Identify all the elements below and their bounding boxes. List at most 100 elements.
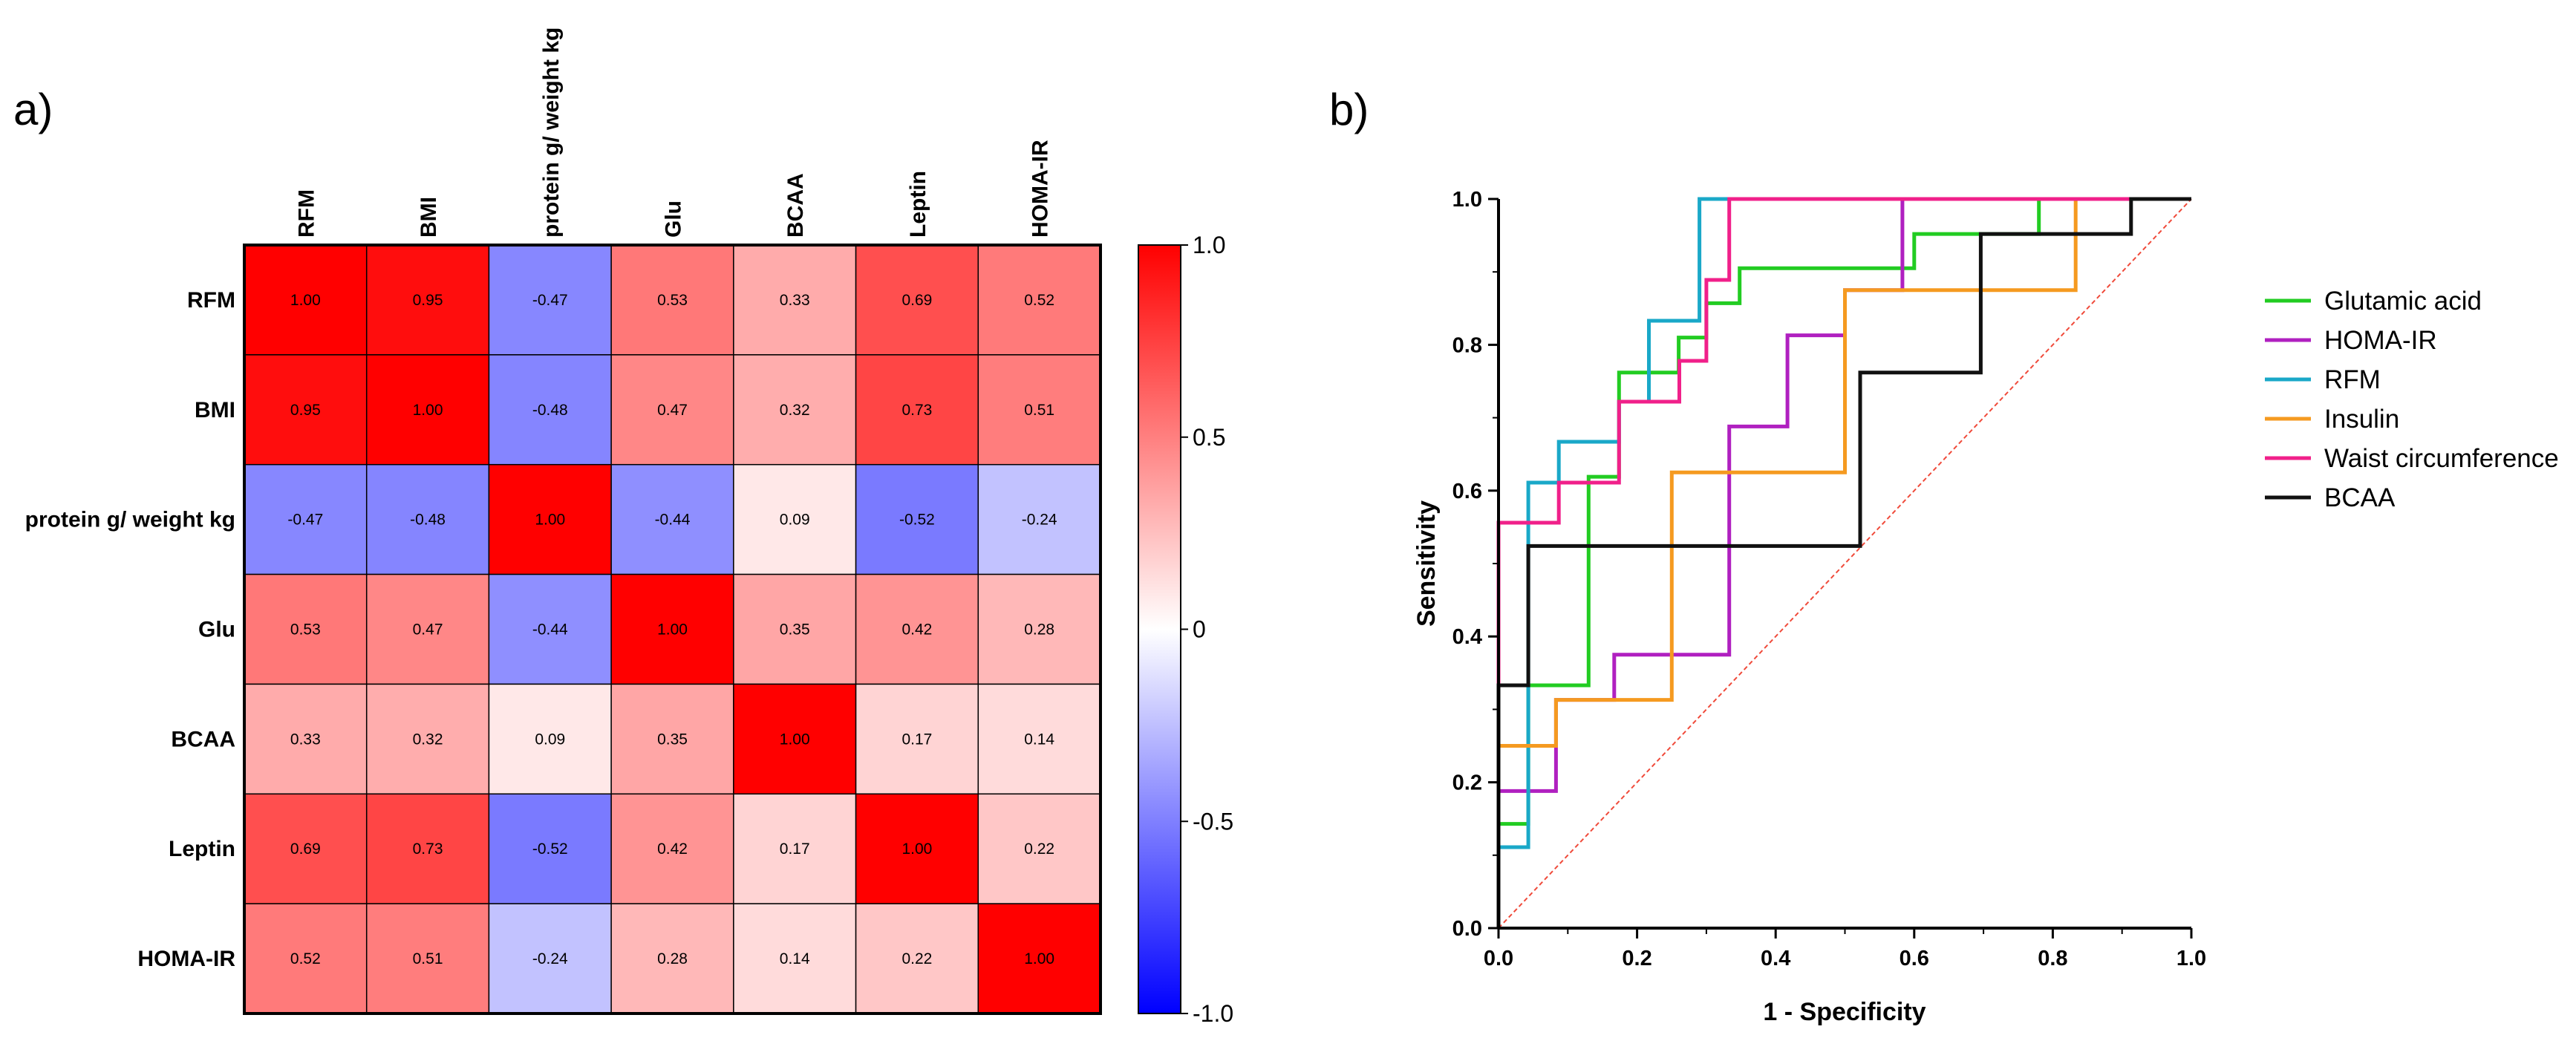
heatmap-cell [733,463,857,575]
heatmap-row-labels: RFM BMI protein g/ weight kg Glu BCAA Leptin H… [25,288,236,971]
heatmap-cell-value: 1.00 [657,621,688,639]
heatmap-cell-value: 0.33 [290,731,321,748]
roc-y-axis-title: Sensitivity [1412,500,1441,627]
heatmap-cell-value: 0.53 [657,292,688,309]
heatmap-cell [977,793,1101,904]
heatmap-cell-value: 0.35 [780,621,810,639]
heatmap-cell-value: 0.52 [290,950,321,967]
heatmap-cell [733,354,857,466]
heatmap-cell [244,244,368,356]
heatmap-cell-value: -0.24 [1022,512,1057,529]
colorbar-gradient [1138,244,1181,1014]
heatmap-cell [977,354,1101,466]
heatmap-cell-value: -0.52 [532,840,568,858]
heatmap-cell-value: -0.47 [287,512,323,529]
heatmap-column-label: protein g/ weight kg [539,27,564,238]
roc-x-tick-label: 0.2 [1622,947,1651,970]
heatmap-row-label: RFM [187,288,235,313]
heatmap-cell-value: 0.32 [780,402,810,419]
heatmap-cell [610,244,734,356]
heatmap-cell [244,354,368,466]
heatmap-cell-value: 0.17 [780,840,810,858]
roc-y-tick-label: 0.6 [1452,480,1482,503]
heatmap-cell-value: 0.17 [901,731,932,748]
heatmap-cell [977,463,1101,575]
roc-y-ticks: 0.0 0.2 0.4 0.6 0.8 1.0 [1452,188,1499,941]
heatmap-cell-value: -0.24 [532,950,568,967]
heatmap-cell-value: 0.09 [535,731,565,748]
legend-label: Insulin [2324,405,2399,434]
heatmap-cell-value: 1.00 [413,402,443,419]
heatmap-cell [488,793,612,904]
heatmap-cell [244,793,368,904]
heatmap-cell [855,903,979,1014]
heatmap-cell-value: 0.42 [657,840,688,858]
panel-a-label: a) [13,85,53,134]
heatmap-column-label: BCAA [783,173,808,238]
heatmap-row-label: BMI [195,398,235,422]
heatmap-cell-value: 1.00 [290,292,321,309]
heatmap-row-label: Glu [198,618,235,642]
heatmap-column-label: Leptin [906,171,930,238]
heatmap-cell [244,463,368,575]
roc-x-tick-label: 0.6 [1900,947,1929,970]
roc-x-tick-label: 0.4 [1761,947,1790,970]
heatmap-cell [244,573,368,685]
roc-curve-insulin [1496,197,2191,928]
heatmap-cell [733,793,857,904]
heatmap-cell-value: 1.00 [901,840,932,858]
roc-curve-waist-circumference [1496,197,2191,928]
heatmap-cell [610,903,734,1014]
colorbar-tick-label: -1.0 [1193,1000,1233,1027]
heatmap-cell-value: -0.52 [899,512,935,529]
heatmap-cell [488,463,612,575]
heatmap-column-label: Glu [662,200,686,238]
heatmap-cell-value: 1.00 [1024,950,1054,967]
heatmap-cell-value: 0.52 [1024,292,1054,309]
heatmap-cell [610,793,734,904]
heatmap-column-label: HOMA-IR [1028,140,1053,238]
heatmap-cell-value: 0.95 [290,402,321,419]
heatmap-cell [855,463,979,575]
heatmap-cells: 1.00 0.95 -0.47 0.53 0.33 0.69 0.52 0.95 1.00 -0.… [244,244,1101,1014]
heatmap-cell-value: -0.48 [532,402,568,419]
colorbar-tick-label: 1.0 [1193,232,1225,258]
roc-x-tick-label: 1.0 [2176,947,2206,970]
heatmap-cell-value: 0.14 [1024,731,1054,748]
heatmap-cell-value: 0.09 [780,512,810,529]
heatmap-cell-value: 0.53 [290,621,321,639]
heatmap-cell-value: 0.73 [901,402,932,419]
roc-y-tick-label: 0.2 [1452,771,1482,795]
legend-label: BCAA [2324,483,2396,512]
heatmap-cell [733,903,857,1014]
roc-legend: Glutamic acid HOMA-IR RFM Insulin Waist circ… [2265,287,2559,512]
heatmap-cell [855,573,979,685]
roc-x-axis-title: 1 - Specificity [1763,998,1926,1026]
colorbar-tick-label: 0.5 [1193,424,1225,451]
roc-curve-glutamic-acid [1496,197,2191,928]
heatmap-cell-value: 1.00 [535,512,565,529]
colorbar-ticks: 1.0 0.5 0 -0.5 -1.0 [1181,232,1233,1027]
roc-series [1496,197,2191,928]
heatmap-cell [977,903,1101,1014]
heatmap-row-label: protein g/ weight kg [25,508,235,532]
heatmap-cell-value: 0.69 [290,840,321,858]
heatmap-cell-value: 0.47 [657,402,688,419]
colorbar-tick-label: -0.5 [1193,808,1233,835]
heatmap-cell-value: 1.00 [780,731,810,748]
heatmap-cell-value: 0.51 [413,950,443,967]
heatmap-cell-value: -0.48 [410,512,446,529]
legend-label: RFM [2324,365,2381,394]
heatmap-cell-value: 0.32 [413,731,443,748]
heatmap-cell [365,793,490,904]
roc-panel: b) 0.0 0.2 0.4 0.6 0.8 1.0 0.0 0.2 0.4 0.6 0.8 1.0… [1329,85,2559,1026]
heatmap-column-labels: RFM BMI protein g/ weight kg Glu BCAA Leptin H… [294,27,1052,238]
heatmap-panel: a) 1.00 0.95 -0.47 0.53 0.33 0.69 0.520.95 1.00… [13,27,1102,1015]
roc-y-tick-label: 0.8 [1452,333,1482,357]
heatmap-cell-value: 0.42 [901,621,932,639]
heatmap-row-label: BCAA [171,727,235,751]
heatmap-cell-value: 0.69 [901,292,932,309]
panel-b-label: b) [1329,85,1369,134]
legend-label: HOMA-IR [2324,326,2437,355]
